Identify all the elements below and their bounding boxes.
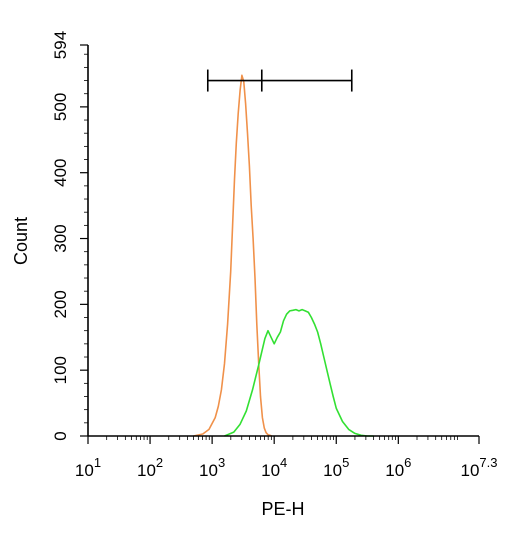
y-tick-label: 594: [51, 31, 70, 59]
x-tick-label-exponent: 5: [342, 455, 349, 470]
x-tick-label: 101: [75, 455, 101, 480]
x-tick-label-exponent: 4: [280, 455, 287, 470]
y-tick-label: 400: [51, 159, 70, 187]
x-tick-label: 104: [261, 455, 287, 480]
y-axis-ticks: 0 100 200 300 400 500 594: [51, 31, 88, 441]
x-tick-label-exponent: 6: [404, 455, 411, 470]
histogram-curves: [193, 74, 374, 437]
y-tick-label: 0: [51, 431, 70, 440]
x-tick-label-base: 10: [199, 461, 218, 480]
x-axis-ticks: 101 102 103 104 105 106 107.3: [75, 436, 498, 480]
histogram-series-2: [224, 308, 374, 437]
x-tick-label-base: 10: [137, 461, 156, 480]
axes: [87, 45, 479, 437]
x-tick-label-exponent: 7.3: [479, 455, 497, 470]
x-tick-label-base: 10: [385, 461, 404, 480]
y-tick-label: 300: [51, 224, 70, 252]
y-tick-label: 100: [51, 356, 70, 384]
x-tick-label: 106: [385, 455, 411, 480]
y-tick-label: 500: [51, 93, 70, 121]
x-tick-label: 103: [199, 455, 225, 480]
x-tick-label-exponent: 3: [218, 455, 225, 470]
x-tick-label-base: 10: [261, 461, 280, 480]
x-tick-label: 102: [137, 455, 163, 480]
y-tick-label: 200: [51, 290, 70, 318]
x-tick-label: 105: [323, 455, 349, 480]
x-tick-label-base: 10: [75, 461, 94, 480]
gate-marker: [206, 69, 353, 92]
x-axis-title: PE-H: [261, 499, 304, 519]
x-tick-label-base: 10: [323, 461, 342, 480]
x-tick-label: 107.3: [461, 455, 498, 480]
x-tick-label-base: 10: [461, 461, 480, 480]
y-axis-title: Count: [11, 217, 31, 265]
x-tick-label-exponent: 1: [94, 455, 101, 470]
histogram-series-1: [193, 74, 272, 437]
x-tick-label-exponent: 2: [156, 455, 163, 470]
